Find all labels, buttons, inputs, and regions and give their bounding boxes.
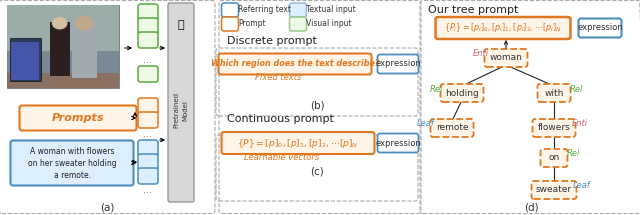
FancyBboxPatch shape — [138, 18, 158, 34]
Text: (d): (d) — [524, 202, 538, 212]
Text: Leaf: Leaf — [417, 120, 435, 129]
Bar — [11, 41, 39, 80]
Text: Our tree prompt: Our tree prompt — [428, 5, 518, 15]
FancyBboxPatch shape — [138, 168, 158, 184]
Text: 🔒: 🔒 — [178, 20, 184, 30]
Text: Pretrained
Model: Pretrained Model — [173, 92, 188, 129]
FancyBboxPatch shape — [431, 119, 474, 137]
Text: A woman with flowers: A woman with flowers — [29, 146, 115, 155]
Bar — [7, 73, 119, 88]
Text: Textual input: Textual input — [306, 6, 356, 14]
FancyBboxPatch shape — [138, 66, 158, 82]
Text: expression: expression — [375, 138, 421, 147]
Text: on: on — [548, 154, 559, 163]
Bar — [7, 5, 119, 51]
Text: Discrete prompt: Discrete prompt — [227, 36, 317, 46]
FancyBboxPatch shape — [218, 54, 371, 75]
FancyBboxPatch shape — [541, 149, 568, 167]
FancyBboxPatch shape — [531, 181, 577, 199]
Text: sweater: sweater — [536, 186, 572, 195]
Text: expression: expression — [375, 60, 421, 69]
Text: (b): (b) — [310, 100, 324, 110]
Text: Rel: Rel — [566, 149, 580, 158]
FancyBboxPatch shape — [440, 84, 483, 102]
Text: flowers: flowers — [538, 123, 570, 132]
Text: Learnable vectors: Learnable vectors — [244, 152, 319, 161]
Text: Prompt: Prompt — [238, 20, 266, 29]
Text: woman: woman — [490, 54, 522, 63]
Bar — [7, 5, 119, 88]
Text: Rel: Rel — [570, 84, 582, 94]
FancyBboxPatch shape — [138, 154, 158, 170]
FancyBboxPatch shape — [221, 17, 239, 31]
FancyBboxPatch shape — [435, 17, 570, 39]
FancyBboxPatch shape — [289, 3, 307, 17]
Text: Enti: Enti — [473, 49, 489, 58]
FancyBboxPatch shape — [138, 32, 158, 48]
FancyBboxPatch shape — [10, 140, 134, 186]
Text: holding: holding — [445, 89, 479, 97]
Text: on her sweater holding: on her sweater holding — [28, 158, 116, 167]
FancyBboxPatch shape — [138, 98, 158, 114]
FancyBboxPatch shape — [221, 132, 374, 154]
FancyBboxPatch shape — [538, 84, 570, 102]
FancyBboxPatch shape — [378, 54, 419, 74]
Text: ...: ... — [143, 129, 152, 139]
FancyBboxPatch shape — [138, 4, 158, 20]
Text: Continuous prompt: Continuous prompt — [227, 114, 334, 124]
Text: ...: ... — [143, 185, 152, 195]
FancyBboxPatch shape — [138, 112, 158, 128]
Text: Which region does the text describe?: Which region does the text describe? — [211, 60, 380, 69]
FancyBboxPatch shape — [19, 106, 136, 131]
Bar — [72, 20, 97, 78]
Text: Rel: Rel — [429, 84, 443, 94]
FancyBboxPatch shape — [138, 140, 158, 156]
Text: with: with — [544, 89, 564, 97]
Text: remote: remote — [436, 123, 468, 132]
Text: $\{P_i\}=[p_i]_0,[p_i]_1,[p_i]_2,\cdots[p_i]_N$: $\{P_i\}=[p_i]_0,[p_i]_1,[p_i]_2,\cdots[… — [444, 22, 562, 34]
Text: Referring text: Referring text — [238, 6, 291, 14]
FancyBboxPatch shape — [579, 18, 621, 37]
Ellipse shape — [76, 16, 93, 31]
Text: Enti: Enti — [572, 120, 588, 129]
FancyBboxPatch shape — [532, 119, 575, 137]
FancyBboxPatch shape — [484, 49, 527, 67]
Text: Leaf: Leaf — [573, 181, 591, 190]
FancyBboxPatch shape — [378, 134, 419, 152]
Text: Visual input: Visual input — [306, 20, 351, 29]
Text: (c): (c) — [310, 166, 324, 176]
Bar — [49, 22, 70, 75]
Text: $\{P\}=[p]_0,[p]_1,[p]_2,\cdots[p]_N$: $\{P\}=[p]_0,[p]_1,[p]_2,\cdots[p]_N$ — [237, 137, 358, 149]
Text: a remote.: a remote. — [54, 170, 90, 180]
Text: (a): (a) — [100, 202, 114, 212]
Text: expression: expression — [577, 23, 623, 32]
Text: Fixed texts: Fixed texts — [255, 72, 301, 81]
FancyBboxPatch shape — [289, 17, 307, 31]
Ellipse shape — [52, 17, 67, 29]
Text: ...: ... — [143, 55, 152, 65]
FancyBboxPatch shape — [168, 3, 194, 202]
Text: Prompts: Prompts — [52, 113, 104, 123]
Bar — [10, 38, 42, 81]
FancyBboxPatch shape — [221, 3, 239, 17]
